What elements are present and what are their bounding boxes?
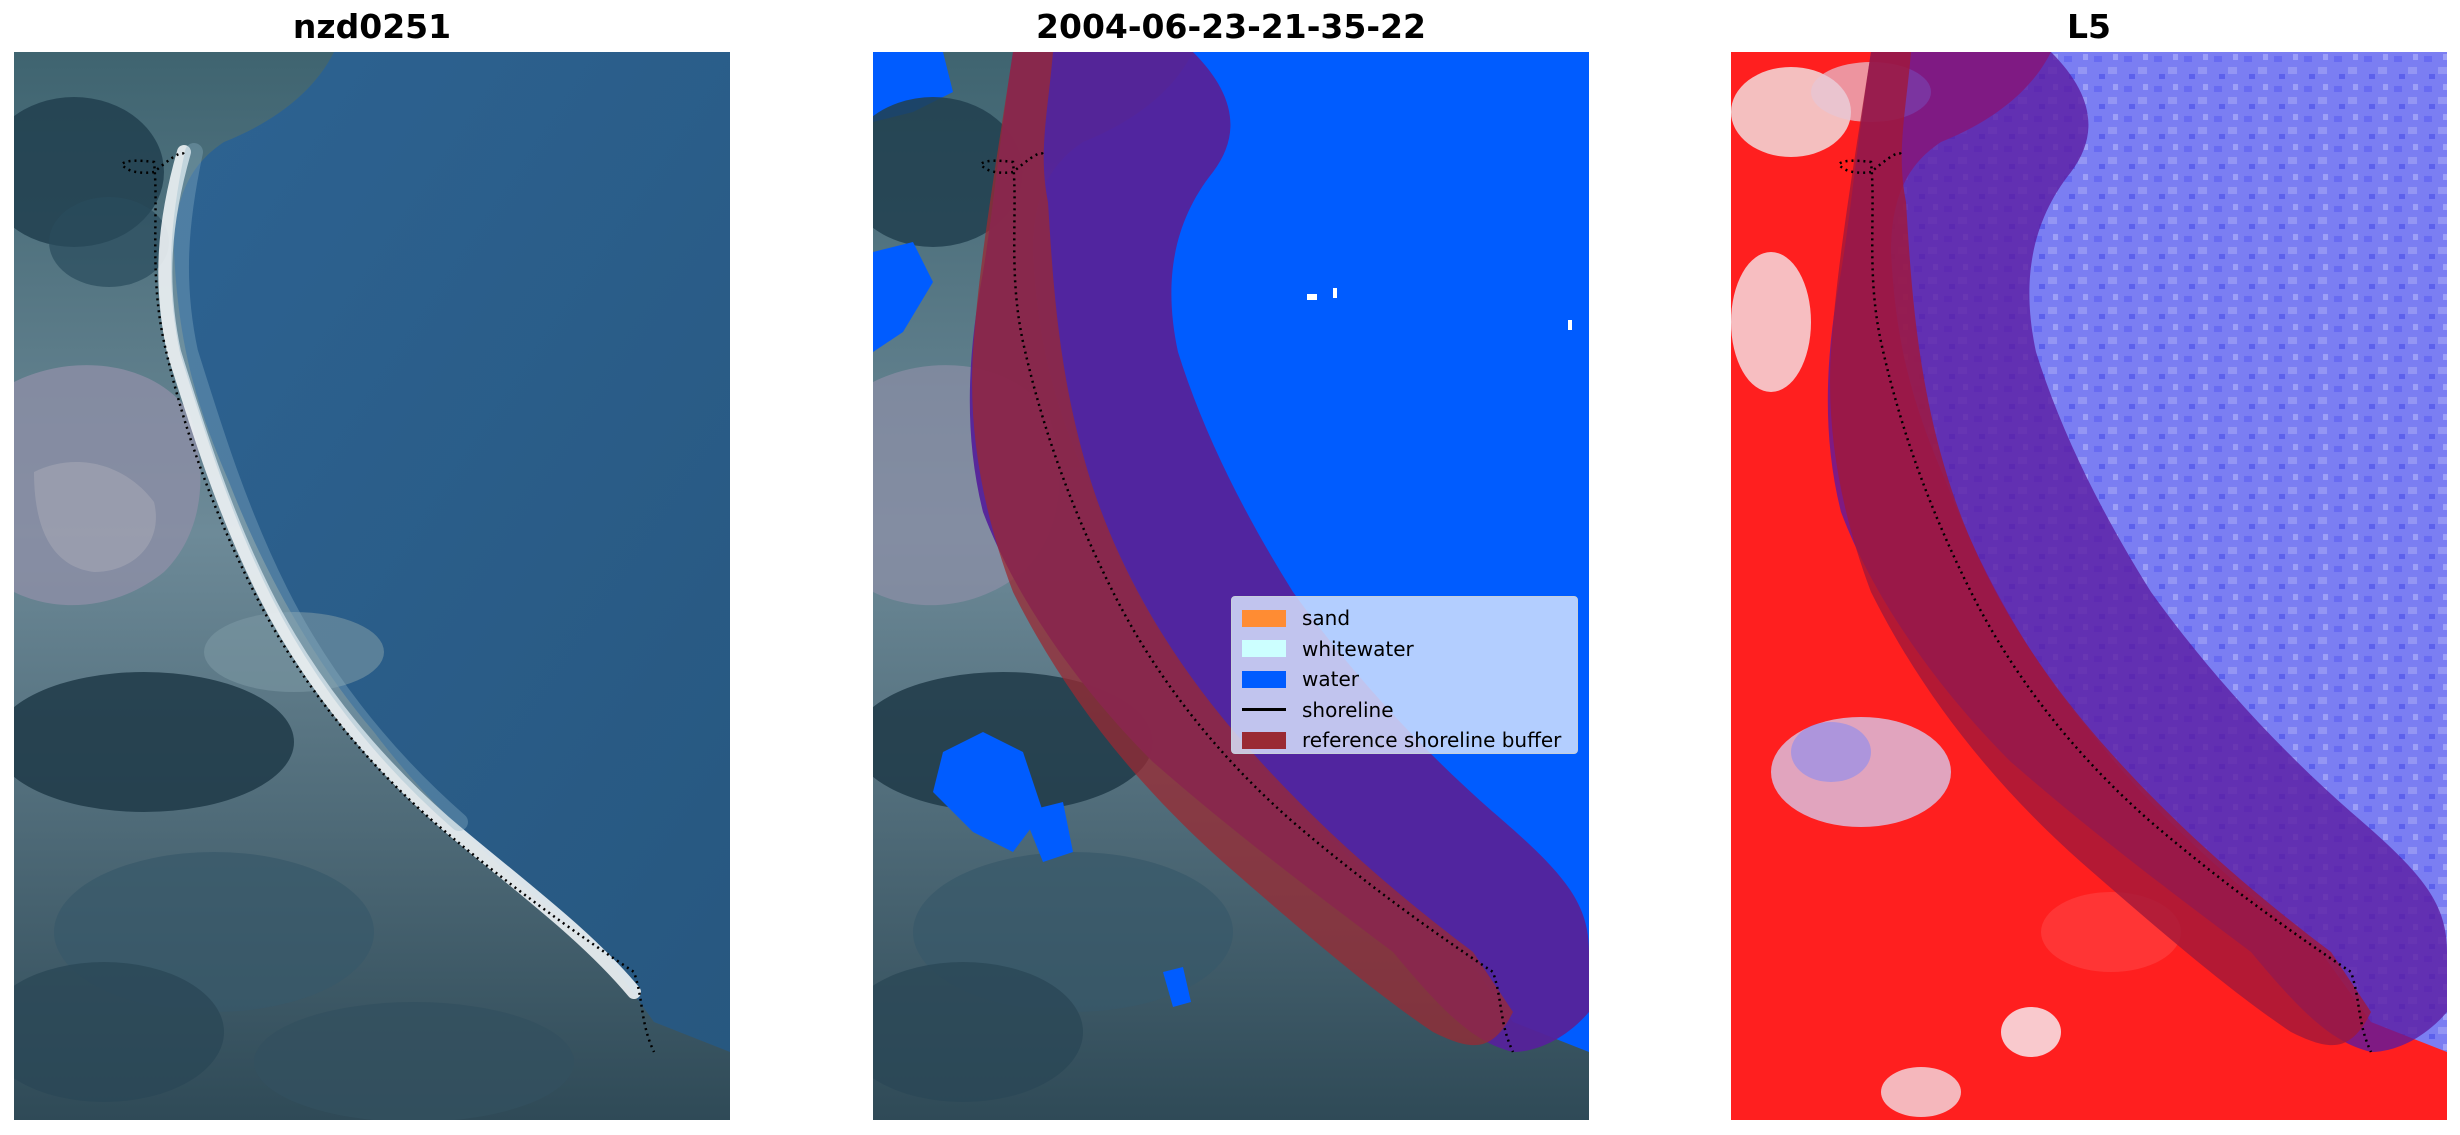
panel-title-rgb: nzd0251 (292, 7, 452, 46)
panel-title-index: L5 (2067, 7, 2111, 46)
buffer-land-side (1830, 52, 2371, 1046)
legend-item-water: water (1242, 664, 1567, 695)
legend-item-shoreline: shoreline (1242, 695, 1567, 726)
index-image-panel (1731, 52, 2447, 1120)
rgb-image-panel (14, 52, 730, 1120)
legend: sand whitewater water shoreline referenc… (1231, 596, 1578, 754)
legend-item-whitewater: whitewater (1242, 634, 1567, 665)
legend-item-sand: sand (1242, 603, 1567, 634)
whitewater-swatch (1242, 640, 1286, 658)
index-image (1731, 52, 2447, 1120)
panel-title-classified: 2004-06-23-21-35-22 (1036, 7, 1426, 46)
water-swatch (1242, 670, 1286, 688)
buffer-water-side (969, 52, 1589, 1052)
buffer-water-side (1827, 52, 2447, 1052)
legend-label: shoreline (1302, 697, 1394, 722)
legend-label: reference shoreline buffer (1302, 728, 1562, 753)
sand-swatch (1242, 609, 1286, 627)
buffer-swatch (1242, 731, 1286, 749)
classified-image-panel (873, 52, 1589, 1120)
legend-label: water (1302, 667, 1359, 692)
legend-item-buffer: reference shoreline buffer (1242, 725, 1567, 756)
legend-label: sand (1302, 606, 1351, 631)
classified-image (873, 52, 1589, 1120)
rgb-satellite-image (14, 52, 730, 1120)
buffer-land-side (972, 52, 1513, 1046)
shoreline-line-swatch (1242, 708, 1286, 712)
legend-label: whitewater (1302, 636, 1414, 661)
land-index-region (1731, 52, 2447, 1120)
